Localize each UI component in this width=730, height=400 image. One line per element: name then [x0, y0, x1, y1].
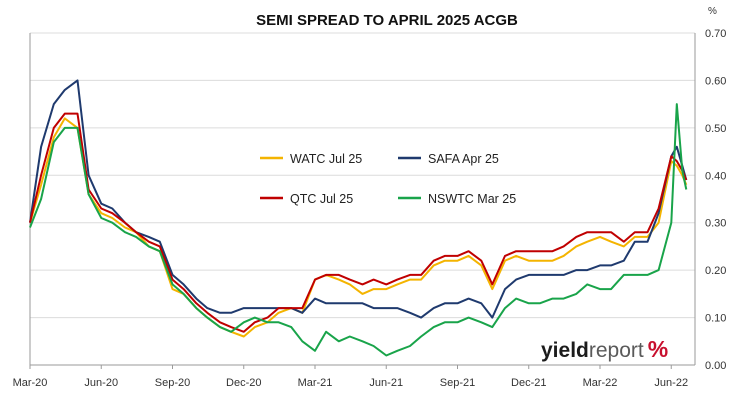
- y-tick-label: 0.70: [705, 28, 726, 40]
- legend-label-qtc: QTC Jul 25: [290, 192, 353, 206]
- y-tick-label: 0.00: [705, 360, 726, 372]
- x-axis-ticks: Mar-20 Jun-20 Sep-20 Dec-20 Mar-21 Jun-21 Sep-…: [13, 365, 688, 389]
- x-tick-label: Mar-20: [13, 377, 48, 389]
- legend-label-nswtc: NSWTC Mar 25: [428, 192, 516, 206]
- x-tick-label: Dec-21: [511, 377, 546, 389]
- y-tick-label: 0.30: [705, 218, 726, 230]
- y-tick-label: 0.40: [705, 170, 726, 182]
- x-tick-label: Mar-21: [298, 377, 333, 389]
- legend-item-nswtc: NSWTC Mar 25: [398, 192, 516, 206]
- y-tick-label: 0.60: [705, 75, 726, 87]
- axes: [29, 33, 696, 366]
- legend-label-safa: SAFA Apr 25: [428, 152, 499, 166]
- x-tick-label: Sep-20: [155, 377, 190, 389]
- series-line-2: [29, 112, 688, 333]
- y-axis-ticks: 0.00 0.10 0.20 0.30 0.40 0.50 0.60 0.70: [705, 28, 726, 372]
- x-tick-label: Dec-20: [226, 377, 261, 389]
- x-tick-label: Jun-21: [369, 377, 403, 389]
- x-tick-label: Mar-22: [583, 377, 618, 389]
- x-tick-label: Jun-22: [654, 377, 688, 389]
- y-tick-label: 0.50: [705, 123, 726, 135]
- x-tick-label: Jun-20: [84, 377, 118, 389]
- legend-item-watc: WATC Jul 25: [260, 152, 362, 166]
- y-tick-label: 0.20: [705, 265, 726, 277]
- series-line-1: [29, 79, 688, 319]
- legend-item-safa: SAFA Apr 25: [398, 152, 499, 166]
- gridlines: [30, 32, 695, 319]
- series-lines: [29, 79, 688, 357]
- y-tick-label: 0.10: [705, 313, 726, 325]
- x-tick-label: Sep-21: [440, 377, 475, 389]
- series-line-3: [29, 103, 688, 357]
- y-axis-unit: %: [708, 6, 717, 17]
- series-line-0: [29, 117, 688, 338]
- chart-title: SEMI SPREAD TO APRIL 2025 ACGB: [256, 12, 518, 29]
- yieldreport-logo: yieldreport%: [541, 336, 668, 362]
- legend-label-watc: WATC Jul 25: [290, 152, 362, 166]
- legend-item-qtc: QTC Jul 25: [260, 192, 353, 206]
- legend: WATC Jul 25 SAFA Apr 25 QTC Jul 25 NSWTC…: [260, 152, 516, 206]
